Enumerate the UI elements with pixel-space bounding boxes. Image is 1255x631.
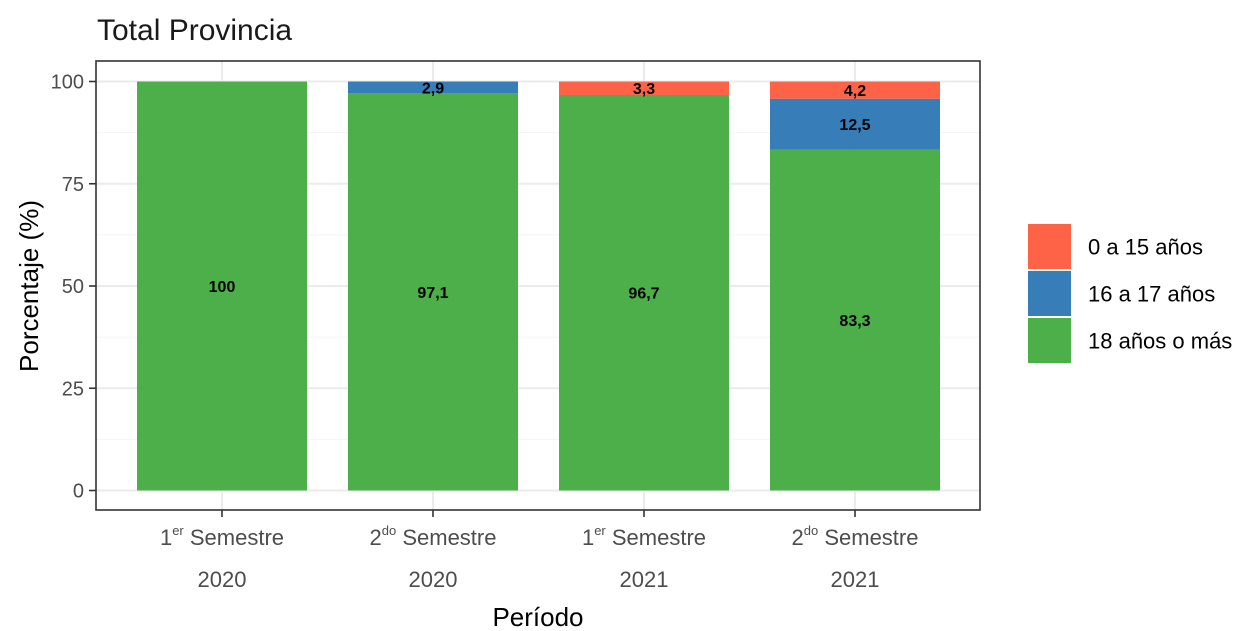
semester-word: Semestre	[818, 525, 918, 550]
semester-word: Semestre	[606, 525, 706, 550]
x-tick-label: 2do Semestre	[792, 523, 919, 550]
bar-segment	[348, 81, 518, 94]
semester-number: 1	[160, 525, 172, 550]
semester-number: 1	[582, 525, 594, 550]
data-label: 96,7	[628, 286, 659, 303]
bar-segment	[559, 94, 729, 491]
bar-segment	[770, 81, 940, 99]
bar-segment	[770, 98, 940, 150]
semester-ordinal: er	[594, 523, 606, 538]
data-label: 2,9	[422, 80, 444, 97]
data-label: 4,2	[844, 83, 866, 100]
semester-ordinal: er	[172, 523, 184, 538]
legend-key	[1028, 224, 1071, 269]
data-label: 3,3	[633, 81, 655, 98]
semester-number: 2	[370, 525, 382, 550]
semester-ordinal: do	[804, 523, 818, 538]
chart-title: Total Provincia	[97, 14, 292, 47]
bar-segment	[137, 81, 307, 491]
semester-word: Semestre	[396, 525, 496, 550]
data-label: 12,5	[839, 117, 870, 134]
legend: 0 a 15 años 16 a 17 años 18 años o más	[1028, 224, 1232, 363]
x-axis-title: Período	[492, 602, 583, 631]
y-tick-label: 75	[62, 174, 84, 196]
legend-label: 0 a 15 años	[1088, 235, 1203, 260]
y-tick-label: 0	[73, 481, 84, 503]
semester-number: 2	[792, 525, 804, 550]
bar-segment	[559, 81, 729, 95]
data-label: 83,3	[839, 313, 870, 330]
x-tick-year: 2020	[198, 567, 247, 592]
x-tick-year: 2020	[409, 567, 458, 592]
semester-ordinal: do	[382, 523, 396, 538]
x-tick-label: 1er Semestre	[582, 523, 706, 550]
x-tick-year: 2021	[620, 567, 669, 592]
x-tick-label: 1er Semestre	[160, 523, 284, 550]
bars	[137, 81, 940, 491]
data-label: 97,1	[417, 285, 448, 302]
x-tick-year: 2021	[831, 567, 880, 592]
y-tick-label: 100	[51, 72, 84, 94]
bar-segment	[770, 149, 940, 491]
semester-word: Semestre	[184, 525, 284, 550]
legend-label: 18 años o más	[1088, 329, 1232, 354]
bar-labels: 100 97,1 2,9 96,7 3,3 83,3 12,5 4,2	[209, 80, 871, 330]
y-tick-label: 25	[62, 378, 84, 400]
legend-key	[1028, 318, 1071, 363]
legend-key	[1028, 271, 1071, 316]
y-tick-label: 50	[62, 276, 84, 298]
legend-label: 16 a 17 años	[1088, 282, 1215, 307]
bar-segment	[348, 93, 518, 491]
data-label: 100	[209, 279, 236, 296]
x-tick-label: 2do Semestre	[370, 523, 497, 550]
y-axis-title: Porcentaje (%)	[14, 200, 44, 372]
